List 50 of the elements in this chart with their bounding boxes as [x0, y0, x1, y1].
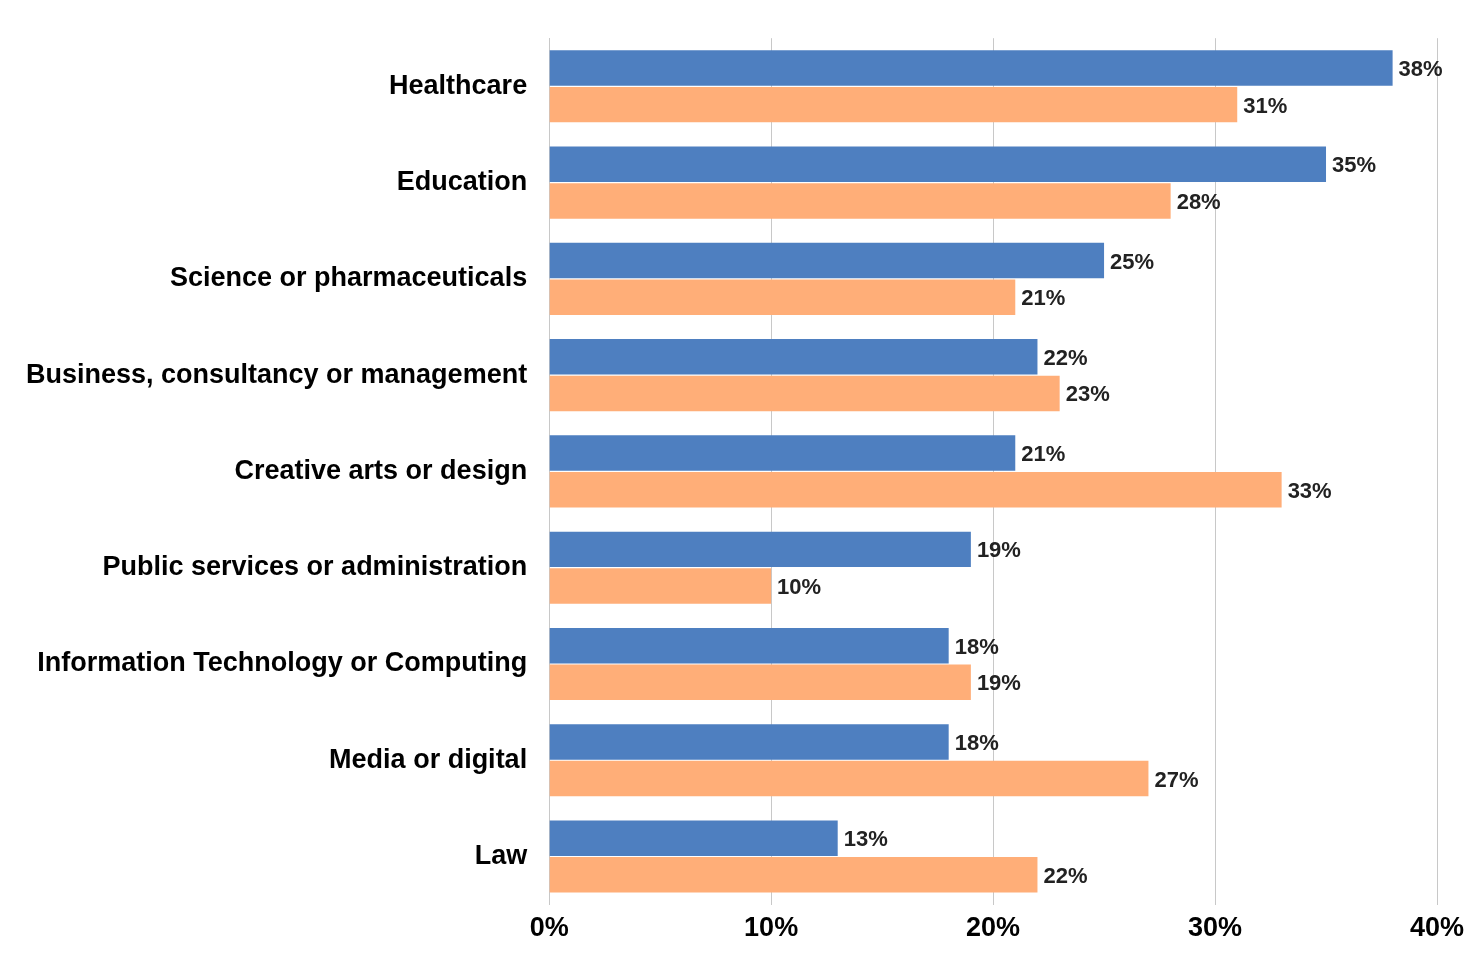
x-tick-label: 30%	[1188, 912, 1243, 943]
bar	[549, 375, 1060, 412]
bar	[549, 568, 772, 604]
y-tick-label: Healthcare	[389, 69, 528, 100]
data-label: 19%	[976, 670, 1021, 696]
data-label: 18%	[954, 729, 999, 755]
y-tick-label: Education	[396, 166, 528, 197]
bar	[549, 471, 1282, 508]
data-label: 22%	[1043, 344, 1088, 370]
x-tick-label: 40%	[1409, 912, 1465, 943]
data-label: 35%	[1332, 152, 1377, 178]
bar	[549, 664, 971, 700]
bar	[549, 627, 949, 664]
bar	[549, 146, 1327, 183]
y-tick-label: Creative arts or design	[234, 454, 528, 485]
bar	[549, 760, 1149, 797]
data-label: 31%	[1243, 92, 1288, 118]
data-label: 25%	[1110, 248, 1155, 274]
bar	[549, 820, 838, 856]
x-tick-label: 10%	[744, 912, 799, 943]
data-label: 18%	[954, 633, 999, 659]
bar	[549, 242, 1105, 279]
x-tick-label: 20%	[966, 912, 1021, 943]
data-label: 27%	[1154, 766, 1199, 792]
y-tick-label: Law	[474, 839, 529, 870]
data-label: 33%	[1287, 477, 1332, 503]
data-label: 19%	[976, 537, 1021, 563]
bar	[549, 724, 949, 760]
y-tick-label: Media or digital	[329, 743, 528, 774]
bar	[549, 857, 1038, 893]
data-label: 21%	[1021, 285, 1066, 311]
data-label: 38%	[1398, 56, 1443, 82]
bar	[549, 86, 1238, 123]
bar	[549, 339, 1038, 375]
data-label: 23%	[1065, 381, 1110, 407]
bar	[549, 50, 1393, 86]
data-label: 13%	[843, 826, 888, 852]
bar	[549, 183, 1171, 219]
x-tick-label: 0%	[529, 912, 569, 943]
bar	[549, 279, 1016, 315]
bar	[549, 531, 971, 568]
data-label: 10%	[777, 574, 822, 600]
y-tick-label: Science or pharmaceuticals	[169, 262, 528, 293]
y-tick-label: Public services or administration	[102, 551, 528, 582]
data-label: 21%	[1021, 441, 1066, 467]
y-tick-label: Information Technology or Computing	[37, 647, 528, 678]
data-label: 22%	[1043, 862, 1088, 888]
y-tick-label: Business, consultancy or management	[25, 358, 528, 389]
bar	[549, 435, 1016, 471]
data-label: 28%	[1176, 188, 1221, 214]
